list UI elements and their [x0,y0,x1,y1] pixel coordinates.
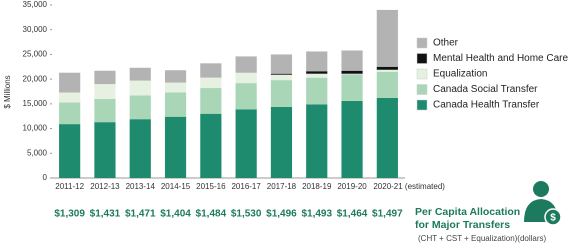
x-tick-label: 2011-12 [55,182,84,191]
bar-segment [376,69,398,72]
x-tick-label: 2020-21 (estimated) [373,182,445,191]
legend-label: Mental Health and Home Care [433,53,569,64]
y-tick-label: 5,000 [27,148,48,157]
bar-segment [235,56,257,73]
bar-segment [200,113,222,178]
x-tick-label: 2019-20 [337,182,367,191]
y-tick-label: 25,000 [23,50,48,59]
bar-segment [376,66,398,70]
svg-text:$: $ [550,213,556,224]
bar-segment [270,106,293,178]
y-tick-label: 15,000 [23,99,48,108]
per-capita-label: $1,496 [266,209,297,220]
per-capita-label: $1,530 [231,209,262,220]
x-tick-label: 2018-19 [302,182,332,191]
bar-segment [94,122,116,178]
bar-segment [306,77,328,105]
bar-segment [270,73,293,75]
bar-segment [59,72,81,93]
legend-swatch [416,37,428,49]
x-tick-label: 2014-15 [161,182,191,191]
bar-segment [306,71,328,74]
bar-segment [235,72,257,84]
bar-segment [270,74,293,81]
bar-segment [235,109,257,178]
bar-segment [341,74,363,101]
bar-segment [164,82,187,93]
per-capita-label: $1,484 [196,209,227,220]
bar-segment [129,95,151,120]
bar-segment [376,97,398,178]
per-capita-label: $1,464 [337,209,368,220]
y-axis-label: $ Millions [3,75,12,108]
bar-segment [306,51,328,72]
per-capita-label: $1,404 [160,209,191,220]
bar-segment [376,9,398,67]
bar-segment [129,80,151,96]
y-tick-label: 20,000 [23,74,48,83]
per-capita-label: $1,493 [301,209,332,220]
x-tick-label: 2012-13 [90,182,120,191]
legend-swatch [416,99,428,111]
per-capita-label: $1,431 [90,209,121,220]
x-tick-label: 2016-17 [231,182,261,191]
bar-segment [306,104,328,178]
person-icon: $ [524,181,562,226]
y-tick-label: 0 [43,173,48,182]
bar-segment [306,73,328,78]
bar-segment [200,88,222,114]
bar-segment [59,92,81,103]
bar-segment [94,84,116,99]
bar-segment [129,67,151,81]
bar-segment [200,63,222,78]
bar-segment [376,71,398,98]
bar-segment [59,124,81,178]
bar-segment [164,116,187,178]
legend-label: Canada Health Transfer [433,100,540,111]
bar-segment [59,102,81,125]
x-tick-label: 2015-16 [196,182,226,191]
y-tick-label: 10,000 [23,124,48,133]
per-capita-label: $1,471 [125,209,156,220]
bar-segment [341,100,363,178]
bar-segment [164,70,187,83]
legend-swatch [416,68,428,80]
per-capita-label: $1,497 [372,209,403,220]
y-tick-label: 30,000 [23,25,48,34]
bar-segment [94,98,116,123]
bar-segment [129,119,151,178]
per-capita-note: (CHT + CST + Equalization)(dollars) [418,234,547,243]
bar-segment [94,70,116,85]
legend-swatch [416,53,428,64]
legend-label: Canada Social Transfer [433,84,538,95]
bar-segment [200,77,222,89]
y-tick-label: 35,000 [23,0,48,9]
bar-segment [164,92,187,117]
bar-segment [235,83,257,110]
bar-segment [341,50,363,71]
x-tick-label: 2017-18 [267,182,297,191]
bar-segment [270,80,293,107]
bar-segment [341,70,363,74]
per-capita-title: for Major Transfers [415,219,510,231]
legend-label: Other [433,38,459,49]
per-capita-title: Per Capita Allocation [415,206,520,218]
bar-segment [270,54,293,74]
legend-swatch [416,84,428,95]
legend-label: Equalization [433,69,487,80]
x-tick-label: 2013-14 [126,182,156,191]
per-capita-label: $1,309 [54,209,85,220]
